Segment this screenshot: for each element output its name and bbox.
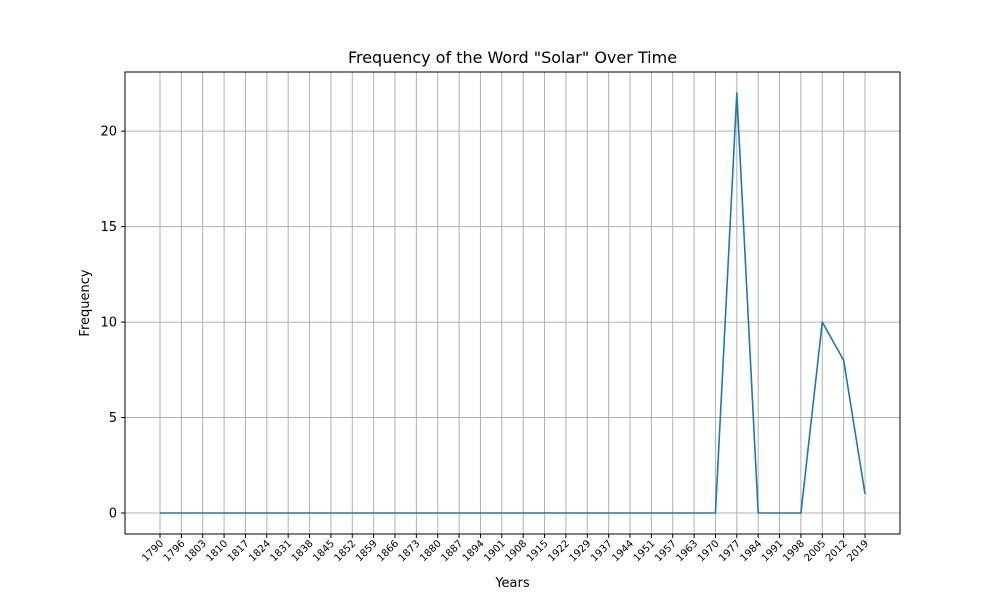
y-axis-label: Frequency [78,269,93,336]
chart-title: Frequency of the Word "Solar" Over Time [348,48,677,67]
y-tick-label: 10 [100,316,117,331]
y-tick-label: 0 [109,507,117,522]
grid [125,72,900,534]
plot-frame [124,71,901,535]
y-tick-label: 15 [100,220,117,235]
series-layer [160,92,866,514]
y-axis-ticks: 0 5 10 15 20 [100,125,125,522]
x-axis-label: Years [494,576,530,591]
y-tick-label: 20 [100,125,117,140]
y-tick-label: 5 [109,411,117,426]
series-line [160,92,866,514]
